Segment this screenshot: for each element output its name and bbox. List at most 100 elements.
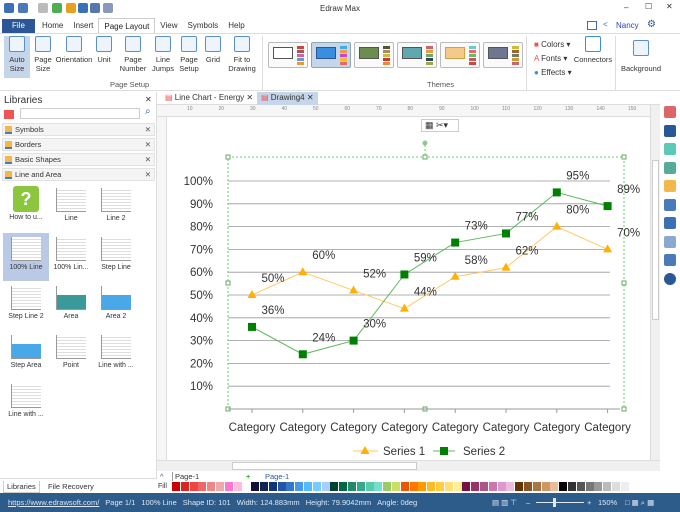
color-swatch[interactable] (216, 482, 224, 491)
data-point[interactable] (399, 303, 409, 312)
doc-tab-drawing4[interactable]: ▤ Drawing4 ✕ (257, 92, 318, 105)
library-search-input[interactable] (20, 108, 140, 119)
share-icon[interactable]: < (603, 20, 608, 29)
zoom-slider[interactable] (536, 502, 584, 503)
data-point[interactable] (400, 270, 409, 279)
collapse-icon[interactable]: ^ (160, 472, 164, 481)
page-icon[interactable] (664, 198, 676, 211)
data-point[interactable] (247, 290, 257, 298)
library-shape[interactable]: Line with ... (3, 380, 49, 428)
color-swatch[interactable] (488, 482, 497, 491)
color-swatch[interactable] (480, 482, 488, 491)
data-point[interactable] (603, 244, 613, 253)
view-mode-buttons[interactable]: ▤ ▥ ⊤ (492, 498, 517, 507)
vertical-scrollbar[interactable] (650, 105, 660, 460)
line-style-icon[interactable] (664, 124, 676, 137)
data-point[interactable] (552, 188, 561, 197)
color-swatch[interactable] (242, 482, 251, 491)
color-swatch[interactable] (436, 482, 444, 491)
line-jumps-button[interactable]: Line Jumps (151, 36, 175, 73)
color-swatch[interactable] (207, 482, 216, 491)
library-shape[interactable]: Line (48, 184, 94, 232)
tab-home[interactable]: Home (42, 21, 64, 30)
add-page-icon[interactable]: + (246, 472, 251, 481)
settings-icon[interactable]: ⚙ (647, 19, 656, 30)
colors-button[interactable]: ■ Colors ▾ (534, 40, 571, 49)
resize-handle[interactable] (621, 280, 627, 286)
page-number-button[interactable]: Page Number (116, 36, 150, 73)
color-swatch[interactable] (594, 482, 603, 491)
color-swatch[interactable] (339, 482, 348, 491)
print-icon[interactable] (90, 3, 100, 13)
rotate-handle[interactable] (422, 140, 428, 146)
library-shape[interactable]: Step Line 2 (3, 282, 49, 330)
resize-handle[interactable] (225, 154, 231, 160)
tab-libraries[interactable]: Libraries (3, 481, 40, 493)
color-swatch[interactable] (576, 482, 585, 491)
orientation-button[interactable]: Orientation (55, 36, 93, 64)
auto-size-button[interactable]: Auto Size (4, 36, 30, 78)
undo-icon[interactable] (18, 3, 28, 13)
theme-option[interactable] (311, 42, 351, 68)
color-swatch[interactable] (418, 482, 427, 491)
fill-icon[interactable] (664, 143, 676, 155)
library-shape[interactable]: ? How to u... (3, 184, 49, 232)
library-shape[interactable]: Area 2 (93, 282, 139, 330)
data-point[interactable] (502, 229, 510, 238)
data-point[interactable] (450, 271, 460, 280)
library-shape[interactable]: Step Line (93, 233, 139, 281)
color-swatch[interactable] (444, 482, 453, 491)
theme-option[interactable] (397, 42, 437, 68)
color-swatch[interactable] (453, 482, 462, 491)
hyperlink-icon[interactable] (664, 217, 676, 229)
library-category[interactable]: Symbols ✕ (2, 123, 155, 136)
grid-button[interactable]: Grid (203, 36, 223, 64)
fit-buttons[interactable]: □ ▦ ⌕ ▦ (625, 498, 655, 507)
color-swatch[interactable] (524, 482, 532, 491)
library-category[interactable]: Basic Shapes ✕ (2, 153, 155, 166)
page-setup-button[interactable]: Page Setup (177, 36, 201, 73)
color-swatch[interactable] (541, 482, 550, 491)
close-button[interactable]: ✕ (666, 2, 673, 11)
color-swatch[interactable] (356, 482, 365, 491)
resize-handle[interactable] (621, 154, 627, 160)
export-icon[interactable] (103, 3, 113, 13)
color-swatch[interactable] (620, 482, 629, 491)
resize-handle[interactable] (225, 280, 231, 286)
color-swatch[interactable] (224, 482, 233, 491)
maximize-button[interactable]: ☐ (645, 2, 653, 11)
note-icon[interactable] (664, 235, 676, 248)
color-swatch[interactable] (374, 482, 383, 491)
website-link[interactable]: https://www.edrawsoft.com/ (8, 498, 100, 507)
close-category-icon[interactable]: ✕ (144, 125, 151, 134)
color-swatch[interactable] (506, 482, 515, 491)
color-swatch[interactable] (348, 482, 356, 491)
shadow-icon[interactable] (664, 180, 676, 192)
zoom-in-button[interactable]: + (587, 498, 592, 507)
theme-option[interactable] (268, 42, 308, 68)
close-category-icon[interactable]: ✕ (144, 140, 151, 149)
library-shape[interactable]: Area (48, 282, 94, 330)
color-swatch[interactable] (304, 482, 312, 491)
color-swatch[interactable] (172, 482, 180, 491)
fonts-button[interactable]: A Fonts ▾ (534, 54, 568, 63)
unit-button[interactable]: Unit (94, 36, 114, 64)
library-shape[interactable]: Point (48, 331, 94, 379)
tab-page-layout[interactable]: Page Layout (98, 18, 156, 34)
color-swatch[interactable] (277, 482, 286, 491)
color-swatch[interactable] (409, 482, 418, 491)
theme-option[interactable] (483, 42, 523, 68)
color-swatch[interactable] (568, 482, 576, 491)
data-point[interactable] (298, 350, 307, 359)
color-swatch[interactable] (532, 482, 541, 491)
color-swatch[interactable] (462, 482, 471, 491)
zoom-out-button[interactable]: – (526, 498, 531, 507)
data-point[interactable] (451, 238, 460, 247)
color-swatch[interactable] (612, 482, 620, 491)
data-point[interactable] (349, 285, 359, 294)
data-point[interactable] (349, 336, 358, 345)
save-icon[interactable] (78, 3, 88, 13)
color-swatch[interactable] (603, 482, 612, 491)
library-shape[interactable]: 100% Lin... (48, 233, 94, 281)
library-category[interactable]: Line and Area ✕ (2, 168, 155, 181)
